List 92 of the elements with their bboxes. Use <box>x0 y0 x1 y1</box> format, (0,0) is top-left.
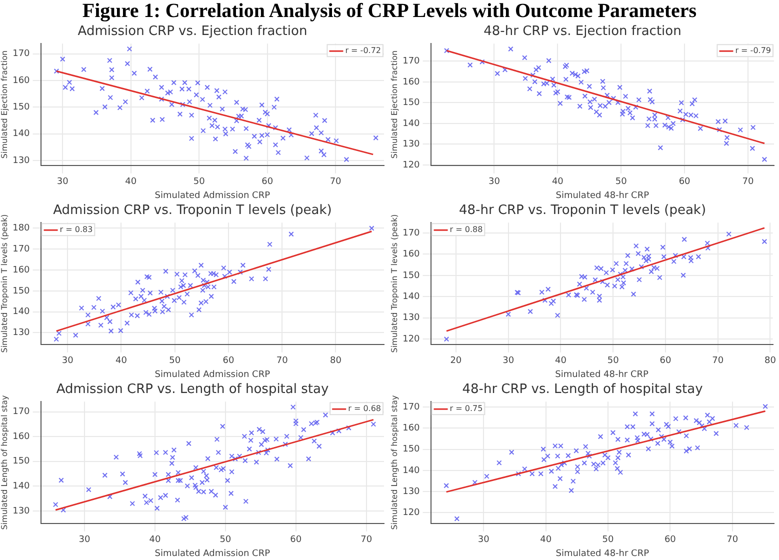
x-tick-label: 50 <box>193 177 206 188</box>
y-tick-label: 140 <box>12 482 30 492</box>
legend-label: r = 0.83 <box>60 225 93 234</box>
y-tick-label: 170 <box>12 407 30 418</box>
x-tick-label: 50 <box>169 356 181 366</box>
y-tick-label: 160 <box>402 77 420 88</box>
x-tick-label: 70 <box>712 356 724 366</box>
x-tick-label: 80 <box>330 356 342 366</box>
y-tick-label: 150 <box>12 102 30 113</box>
y-tick-label: 130 <box>402 313 420 324</box>
x-tick-label: 60 <box>660 356 672 366</box>
y-axis-title: Simulated Troponin T levels (peak) <box>390 214 399 353</box>
x-tick-label: 30 <box>78 535 90 546</box>
y-tick-label: 130 <box>402 486 420 497</box>
x-tick-label: 20 <box>450 356 462 366</box>
y-tick-label: 120 <box>402 160 420 170</box>
x-tick-label: 60 <box>262 177 274 188</box>
y-tick-label: 170 <box>402 228 420 238</box>
x-tick-label: 40 <box>554 356 567 366</box>
legend-label: r = -0.72 <box>345 46 382 56</box>
x-tick-label: 50 <box>602 535 614 546</box>
chart-title: 48-hr CRP vs. Length of hospital stay <box>462 382 704 398</box>
chart-title: Admission CRP vs. Ejection fraction <box>78 24 308 40</box>
y-axis-title: Simulated Length of hospital stay <box>0 394 9 530</box>
x-tick-label: 60 <box>664 535 676 546</box>
x-tick-label: 70 <box>726 535 738 546</box>
y-tick-label: 170 <box>12 244 30 254</box>
y-tick-label: 130 <box>12 156 30 166</box>
y-tick-label: 160 <box>12 265 30 276</box>
x-tick-label: 50 <box>607 356 620 366</box>
caption: Figure 1: Correlation Analysis of CRP Levels with Outcome Parameters <box>82 0 697 22</box>
chart-title: 48-hr CRP vs. Troponin T levels (peak) <box>458 203 706 218</box>
x-tick-label: 50 <box>220 535 232 546</box>
y-tick-label: 180 <box>12 224 30 234</box>
x-tick-label: 60 <box>222 356 234 366</box>
x-tick-label: 50 <box>615 177 628 188</box>
x-tick-label: 30 <box>488 177 500 188</box>
y-tick-label: 160 <box>402 250 420 260</box>
y-tick-label: 150 <box>402 98 420 108</box>
y-axis-title: Simulated Troponin T levels (peak) <box>0 214 9 353</box>
x-tick-label: 70 <box>330 177 342 188</box>
x-tick-label: 60 <box>290 535 302 546</box>
x-tick-label: 30 <box>56 177 69 188</box>
x-axis-title: Simulated Admission CRP <box>154 190 271 201</box>
x-axis-title: Simulated 48-hr CRP <box>556 548 650 559</box>
x-tick-label: 40 <box>552 177 564 188</box>
y-tick-label: 140 <box>402 466 420 476</box>
x-tick-label: 70 <box>276 356 288 366</box>
chart-title: Admission CRP vs. Troponin T levels (peak) <box>53 203 332 218</box>
y-tick-label: 170 <box>402 402 420 412</box>
x-tick-label: 30 <box>502 356 514 366</box>
y-tick-label: 120 <box>402 334 420 344</box>
x-tick-label: 80 <box>764 356 776 366</box>
x-axis-title: Simulated Admission CRP <box>154 548 271 559</box>
x-axis-title: Simulated Admission CRP <box>154 370 271 380</box>
legend-label: r = -0.79 <box>735 46 772 56</box>
y-tick-label: 120 <box>402 508 420 518</box>
y-tick-label: 130 <box>402 140 420 150</box>
x-tick-label: 40 <box>115 356 128 366</box>
y-axis-title: Simulated Ejection fraction <box>0 50 9 159</box>
y-tick-label: 130 <box>12 328 30 338</box>
y-tick-label: 160 <box>12 76 30 86</box>
legend-label: r = 0.75 <box>450 404 483 414</box>
x-axis-title: Simulated 48-hr CRP <box>555 370 650 380</box>
x-tick-label: 30 <box>478 535 490 546</box>
x-tick-label: 70 <box>360 535 372 546</box>
x-tick-label: 60 <box>678 177 691 188</box>
y-tick-label: 140 <box>402 118 420 129</box>
y-tick-label: 150 <box>12 286 30 296</box>
y-tick-label: 140 <box>402 292 420 302</box>
y-tick-label: 140 <box>12 129 30 140</box>
y-tick-label: 150 <box>402 444 420 455</box>
x-tick-label: 40 <box>149 535 161 546</box>
y-tick-label: 170 <box>402 56 420 67</box>
x-tick-label: 40 <box>125 177 137 188</box>
chart-title: Admission CRP vs. Length of hospital stay <box>56 382 329 398</box>
legend-label: r = 0.88 <box>450 225 483 234</box>
x-tick-label: 40 <box>540 535 552 546</box>
x-tick-label: 30 <box>62 356 74 366</box>
chart-title: 48-hr CRP vs. Ejection fraction <box>484 24 682 40</box>
y-axis-title: Simulated Ejection fraction <box>390 50 399 159</box>
x-axis-title: Simulated 48-hr CRP <box>556 190 650 201</box>
y-tick-label: 170 <box>12 49 30 60</box>
y-tick-label: 130 <box>12 506 30 516</box>
y-tick-label: 140 <box>12 307 30 318</box>
y-axis-title: Simulated Length of hospital stay <box>390 394 399 530</box>
y-tick-label: 160 <box>12 432 30 442</box>
y-tick-label: 150 <box>402 270 420 281</box>
legend-label: r = 0.68 <box>348 404 381 414</box>
y-tick-label: 160 <box>402 424 420 434</box>
x-tick-label: 70 <box>742 177 754 188</box>
y-tick-label: 150 <box>12 456 30 467</box>
